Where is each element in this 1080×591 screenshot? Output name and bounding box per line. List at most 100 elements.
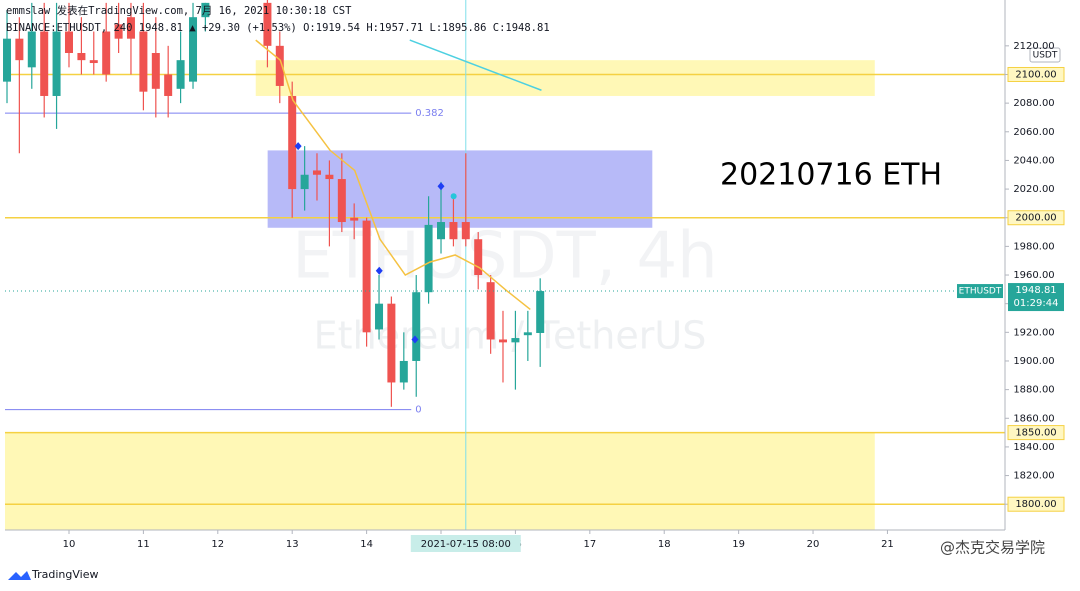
candle-body [300,174,309,190]
signal-marker [294,142,302,151]
candle-body [102,31,111,75]
signal-marker [411,335,419,344]
candle-body [139,31,148,92]
indicator-line [409,39,542,91]
x-tick-label: 14 [360,539,373,550]
watermark: ETHUSDT, 4h [292,220,717,294]
y-tick-label: 2080.00 [1013,98,1054,109]
candle-body [536,291,545,333]
x-tick-label: 12 [211,539,224,550]
x-tick-label: 17 [583,539,596,550]
y-tick-label: 2020.00 [1013,184,1054,195]
y-tick-label: 2120.00 [1013,41,1054,52]
annotation: 20210716 ETH [720,158,942,193]
level-tag-label: 2000.00 [1015,213,1056,224]
signal-dot [450,193,457,200]
plot-area: ETHUSDT, 4h Ethereum / TetherUS 0.382 0 [3,0,1005,530]
candle-body [176,60,185,89]
candle-body [64,31,73,53]
countdown: 01:29:44 [1014,298,1059,309]
fib-label: 0.382 [415,108,444,119]
level-tag-label: 1850.00 [1015,428,1056,439]
candle-body [114,24,123,39]
fib-label: 0 [415,405,421,416]
last-symbol: ETHUSDT [959,287,1002,297]
candle-body [288,95,297,190]
candle-body [15,38,24,61]
zone [255,60,875,96]
credit: @杰克交易学院 [940,539,1045,557]
level-tag [1007,66,1065,82]
level-tag-label: 1800.00 [1015,499,1056,510]
unit-label: USDT [1033,51,1058,61]
last-price-tag [1008,283,1064,312]
brand: TradingView [31,568,98,581]
symbol-line: BINANCE:ETHUSDT, 240 1948.81 ▲ +29.30 (+… [6,22,550,34]
candle-body [449,222,458,240]
candle-body [511,338,520,343]
level-tag [1007,425,1065,441]
candle-body [52,31,61,96]
y-tick-label: 1840.00 [1013,442,1054,453]
zone [5,432,875,530]
candle-body [362,220,371,333]
candle-body [89,60,98,64]
candle-body [312,170,321,175]
candle-body [412,292,421,361]
candle-body [375,303,384,330]
x-tick-label: 19 [732,539,745,550]
x-tick-label: 13 [286,539,299,550]
crosshair-tag [410,535,521,552]
candle-body [387,303,396,383]
candle-body [201,2,210,18]
candle-body [424,224,433,293]
x-tick-label: 18 [658,539,671,550]
candle-body [263,2,272,46]
y-tick-label: 2060.00 [1013,127,1054,138]
indicator-line [255,39,531,310]
y-tick-label: 1900.00 [1013,356,1054,367]
x-tick-label: 20 [807,539,820,550]
last-symbol-tag [957,284,1003,299]
author-line: emmslaw 发表在TradingView.com, 7月 16, 2021 … [6,4,352,17]
y-tick-label: 1820.00 [1013,471,1054,482]
candle-body [40,31,49,96]
x-tick-label: 21 [881,539,894,550]
candle-body [498,339,507,343]
level-tag [1007,210,1065,226]
x-tick-label: 10 [63,539,76,550]
y-tick-label: 2040.00 [1013,155,1054,166]
candle-body [151,53,160,89]
candle-body [399,360,408,383]
candle-body [275,45,284,86]
level-tag-label: 2100.00 [1015,69,1056,80]
candle-body [437,222,446,240]
candle-body [189,17,198,82]
last-price: 1948.81 [1015,285,1056,296]
candle-body [3,38,12,82]
signal-marker [375,266,383,275]
candle-body [337,179,346,223]
y-tick-label: 1920.00 [1013,327,1054,338]
level-tag [1007,496,1065,512]
candle-body [27,31,36,68]
candle-body [164,74,173,96]
logo [8,571,31,580]
candle-body [350,217,359,221]
candle-body [486,282,495,340]
candle-body [474,239,483,276]
watermark-sub: Ethereum / TetherUS [314,314,707,358]
candle-body [126,17,135,39]
y-tick-label: 1880.00 [1013,385,1054,396]
signal-marker [437,182,445,191]
candle-body [325,174,334,180]
y-tick-label: 1980.00 [1013,241,1054,252]
candle-body [461,222,470,240]
y-tick-label: 1860.00 [1013,413,1054,424]
y-tick-label: 1960.00 [1013,270,1054,281]
candle-body [523,332,532,336]
crosshair-label: 2021-07-15 08:00 [421,539,511,550]
x-tick-label: 11 [137,539,150,550]
candle-body [77,53,86,61]
